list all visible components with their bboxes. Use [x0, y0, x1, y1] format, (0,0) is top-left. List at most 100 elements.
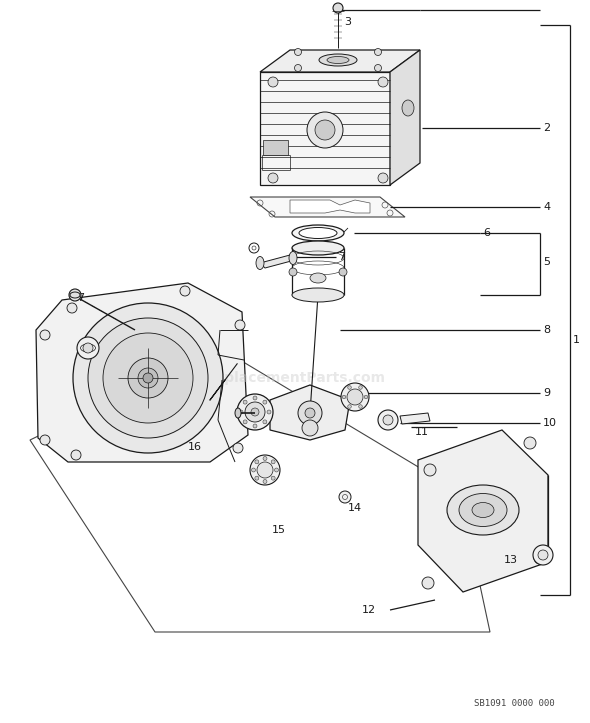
Ellipse shape: [235, 408, 241, 418]
Circle shape: [378, 173, 388, 183]
Polygon shape: [260, 72, 390, 185]
Ellipse shape: [292, 225, 344, 241]
Circle shape: [274, 468, 278, 472]
Ellipse shape: [319, 54, 357, 66]
Circle shape: [255, 460, 259, 464]
Circle shape: [347, 389, 363, 405]
Circle shape: [378, 410, 398, 430]
Circle shape: [375, 48, 382, 56]
Ellipse shape: [310, 273, 326, 283]
Ellipse shape: [292, 288, 344, 302]
Circle shape: [375, 64, 382, 72]
Text: 3: 3: [344, 17, 351, 27]
Circle shape: [305, 408, 315, 418]
Circle shape: [83, 343, 93, 353]
Text: 17: 17: [72, 293, 86, 303]
Polygon shape: [418, 430, 548, 592]
Text: ReplacementParts.com: ReplacementParts.com: [205, 371, 385, 385]
Ellipse shape: [402, 100, 414, 116]
Circle shape: [180, 286, 190, 296]
Circle shape: [348, 385, 351, 389]
Polygon shape: [260, 255, 295, 268]
Text: 9: 9: [543, 388, 550, 398]
Circle shape: [73, 303, 223, 453]
Text: 1: 1: [573, 335, 580, 345]
Circle shape: [364, 395, 368, 399]
Text: 11: 11: [415, 427, 429, 437]
Text: 13: 13: [80, 353, 94, 363]
Circle shape: [233, 443, 243, 453]
Circle shape: [378, 77, 388, 87]
Polygon shape: [36, 283, 248, 462]
Polygon shape: [30, 348, 490, 632]
Text: 5: 5: [543, 257, 550, 267]
Text: 16: 16: [188, 442, 202, 452]
Circle shape: [307, 112, 343, 148]
Ellipse shape: [447, 485, 519, 535]
Circle shape: [333, 3, 343, 13]
Circle shape: [524, 437, 536, 449]
Circle shape: [342, 395, 346, 399]
Polygon shape: [390, 50, 420, 185]
Circle shape: [67, 303, 77, 313]
Circle shape: [77, 337, 99, 359]
Ellipse shape: [256, 257, 264, 270]
Circle shape: [538, 550, 548, 560]
Ellipse shape: [299, 228, 337, 239]
Circle shape: [257, 462, 273, 478]
Circle shape: [359, 405, 362, 408]
Polygon shape: [290, 200, 370, 213]
Circle shape: [143, 373, 153, 383]
Circle shape: [533, 545, 553, 565]
Text: 4: 4: [543, 202, 550, 212]
Text: 13: 13: [504, 555, 518, 565]
Text: 12: 12: [362, 605, 376, 615]
Circle shape: [237, 394, 273, 430]
Circle shape: [103, 333, 193, 423]
Circle shape: [243, 400, 247, 404]
Circle shape: [267, 410, 271, 414]
Text: 6: 6: [483, 228, 490, 238]
Circle shape: [40, 330, 50, 340]
Polygon shape: [400, 413, 430, 424]
Ellipse shape: [70, 292, 80, 298]
Text: 8: 8: [543, 325, 550, 335]
Circle shape: [263, 400, 267, 404]
Circle shape: [69, 289, 81, 301]
Circle shape: [268, 77, 278, 87]
Polygon shape: [250, 197, 405, 217]
Circle shape: [253, 424, 257, 428]
Circle shape: [263, 456, 267, 461]
Text: 14: 14: [348, 503, 362, 513]
Text: 7: 7: [338, 252, 345, 262]
Circle shape: [534, 552, 546, 564]
Circle shape: [302, 420, 318, 436]
Ellipse shape: [327, 56, 349, 64]
Circle shape: [138, 368, 158, 388]
Circle shape: [294, 48, 301, 56]
Circle shape: [263, 420, 267, 424]
Circle shape: [271, 460, 275, 464]
Circle shape: [251, 408, 259, 416]
Circle shape: [245, 402, 265, 422]
Circle shape: [268, 173, 278, 183]
Circle shape: [383, 415, 393, 425]
Circle shape: [250, 455, 280, 485]
Circle shape: [422, 577, 434, 589]
Text: 10: 10: [543, 418, 557, 428]
Circle shape: [239, 410, 243, 414]
Polygon shape: [263, 140, 288, 155]
Circle shape: [315, 120, 335, 140]
Circle shape: [341, 383, 369, 411]
Circle shape: [289, 268, 297, 276]
Circle shape: [235, 320, 245, 330]
Text: 15: 15: [272, 525, 286, 535]
Circle shape: [424, 464, 436, 476]
Ellipse shape: [292, 241, 344, 255]
Ellipse shape: [472, 502, 494, 518]
Circle shape: [339, 491, 351, 503]
Circle shape: [271, 476, 275, 480]
Text: SB1091 0000 000: SB1091 0000 000: [474, 699, 555, 708]
Circle shape: [128, 358, 168, 398]
Circle shape: [88, 318, 208, 438]
